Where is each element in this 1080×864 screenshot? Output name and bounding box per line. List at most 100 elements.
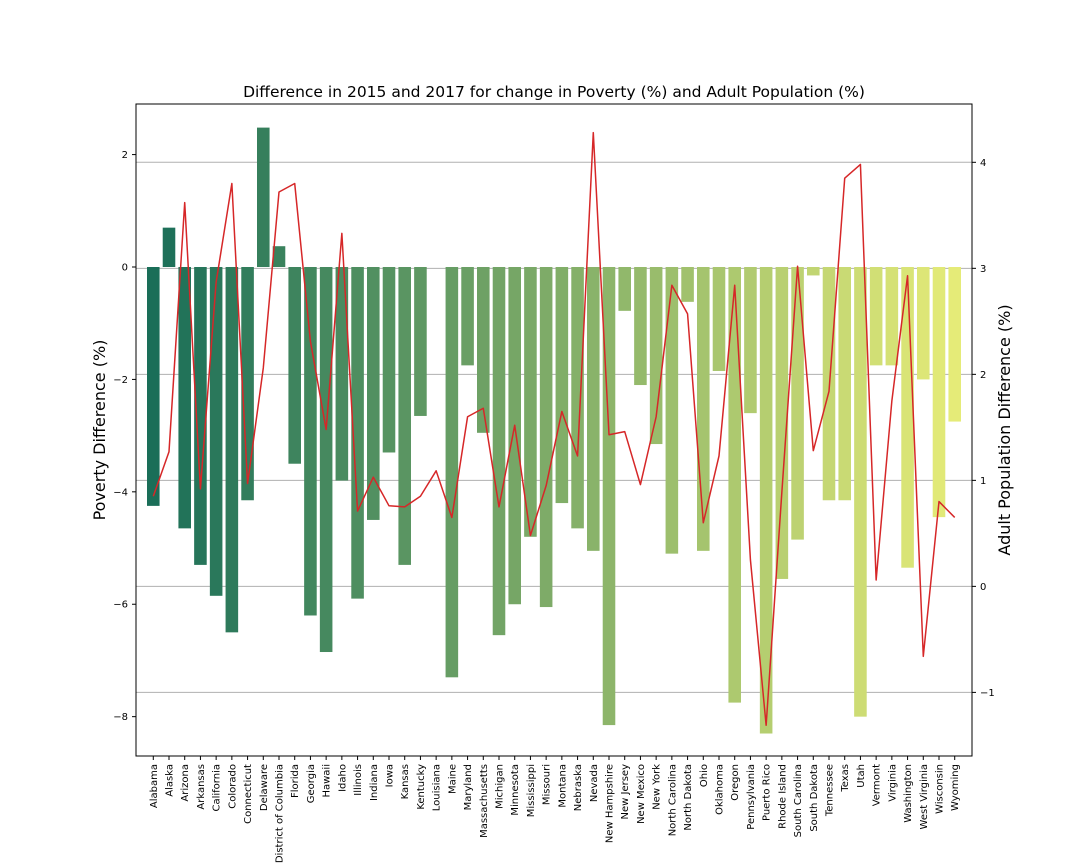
x-tick-label: Delaware [259, 764, 270, 811]
x-tick-label: Louisiana [432, 764, 443, 811]
bar-illinois [351, 267, 364, 599]
bar-michigan [492, 267, 506, 636]
x-tick-label: Arkansas [196, 764, 207, 810]
x-tick-label: Arizona [180, 764, 191, 802]
x-tick-label: Hawaii [322, 764, 333, 798]
right-axis: −1 0 1 2 3 4 [972, 158, 995, 699]
x-tick-label: West Virginia [919, 764, 930, 829]
bar-minnesota [508, 267, 521, 605]
bar-nebraska [571, 267, 584, 529]
x-tick-label: Oregon [730, 764, 741, 801]
bar-georgia [304, 267, 317, 616]
bar-district-of-columbia [272, 246, 286, 267]
bar-massachusetts [477, 267, 490, 433]
x-tick-label: Alaska [165, 764, 176, 797]
bar-hawaii [319, 267, 333, 653]
x-tick-label: Maryland [463, 764, 474, 810]
bar-maine [445, 267, 459, 678]
bar-missouri [539, 267, 553, 608]
bar-california [209, 267, 223, 596]
x-tick-label: Nevada [589, 764, 600, 802]
x-tick-label: New Jersey [620, 764, 631, 820]
bar-alaska [162, 227, 176, 267]
bar-delaware [257, 127, 270, 267]
x-tick-label: South Carolina [793, 764, 804, 837]
x-tick-label: North Carolina [667, 764, 678, 836]
x-tick-label: Illinois [353, 764, 364, 796]
x-tick-label: Virginia [887, 764, 898, 802]
right-tick-label: 2 [980, 370, 986, 381]
x-tick-label: North Dakota [683, 764, 694, 831]
x-tick-label: California [212, 764, 223, 812]
x-tick-label: Puerto Rico [762, 764, 773, 821]
bar-alabama [147, 267, 160, 506]
grid-lines [136, 161, 972, 693]
bar-mississippi [524, 267, 537, 537]
x-tick-label: Connecticut [243, 764, 254, 824]
poverty-bars [147, 127, 961, 734]
adult-population-line [152, 131, 956, 727]
bar-kentucky [414, 267, 427, 416]
bar-utah [854, 267, 867, 717]
x-tick-label: Missouri [542, 764, 553, 805]
x-tick-label: Minnesota [510, 764, 521, 816]
left-tick-label: −4 [113, 487, 128, 498]
bar-pennsylvania [744, 267, 757, 414]
bar-new-york [649, 267, 663, 445]
bar-colorado [225, 267, 239, 633]
bar-puerto-rico [759, 267, 773, 734]
y-axis-title-right: Adult Population Difference (%) [995, 304, 1014, 555]
bar-new-mexico [634, 267, 647, 386]
x-tick-label: New Hampshire [605, 764, 616, 843]
x-tick-label: Michigan [495, 764, 506, 809]
bar-south-carolina [791, 267, 804, 540]
left-tick-label: 2 [122, 150, 128, 161]
bar-kansas [398, 267, 411, 565]
x-tick-label: Kansas [400, 764, 411, 799]
x-tick-label: Ohio [699, 764, 710, 787]
bar-ohio [697, 267, 710, 551]
bar-texas [838, 267, 851, 501]
right-tick-label: 0 [980, 582, 986, 593]
x-tick-label: Vermont [872, 764, 883, 806]
bar-montana [555, 267, 569, 504]
x-tick-label: New York [652, 764, 663, 810]
x-tick-label: Pennsylvania [746, 764, 757, 830]
bar-nevada [587, 267, 600, 551]
bar-wyoming [948, 267, 961, 422]
bar-vermont [869, 267, 883, 366]
right-tick-label: 4 [980, 158, 986, 169]
bar-arkansas [194, 267, 207, 565]
x-tick-label: Georgia [306, 764, 317, 803]
x-tick-label: Washington [903, 764, 914, 823]
x-tick-label: South Dakota [809, 764, 820, 832]
x-tick-label: Florida [290, 764, 301, 798]
x-tick-label: District of Columbia [275, 764, 286, 863]
x-tick-label: Alabama [149, 764, 160, 808]
x-tick-label: Tennessee [825, 764, 836, 817]
bar-new-jersey [618, 267, 631, 311]
x-tick-label: New Mexico [636, 764, 647, 824]
bar-north-carolina [665, 267, 679, 554]
left-axis: −8 −6 −4 −2 0 2 [113, 150, 136, 723]
x-tick-label: Maine [447, 764, 458, 794]
bar-oregon [728, 267, 741, 703]
bar-oklahoma [712, 267, 726, 371]
bar-maryland [461, 267, 474, 366]
bar-rhode-island [775, 267, 789, 579]
x-tick-label: Indiana [369, 764, 380, 801]
x-tick-label: Colorado [227, 764, 238, 809]
x-tick-label: Nebraska [573, 764, 584, 811]
bar-connecticut [241, 267, 254, 501]
bar-idaho [335, 267, 349, 481]
x-tick-label: Massachusetts [479, 764, 490, 838]
bar-florida [288, 267, 301, 464]
bar-virginia [885, 267, 899, 366]
x-tick-label: Mississippi [526, 764, 537, 817]
bar-iowa [382, 267, 396, 453]
x-tick-label: Texas [840, 764, 851, 793]
bar-north-dakota [681, 267, 694, 302]
bar-west-virginia [917, 267, 930, 380]
